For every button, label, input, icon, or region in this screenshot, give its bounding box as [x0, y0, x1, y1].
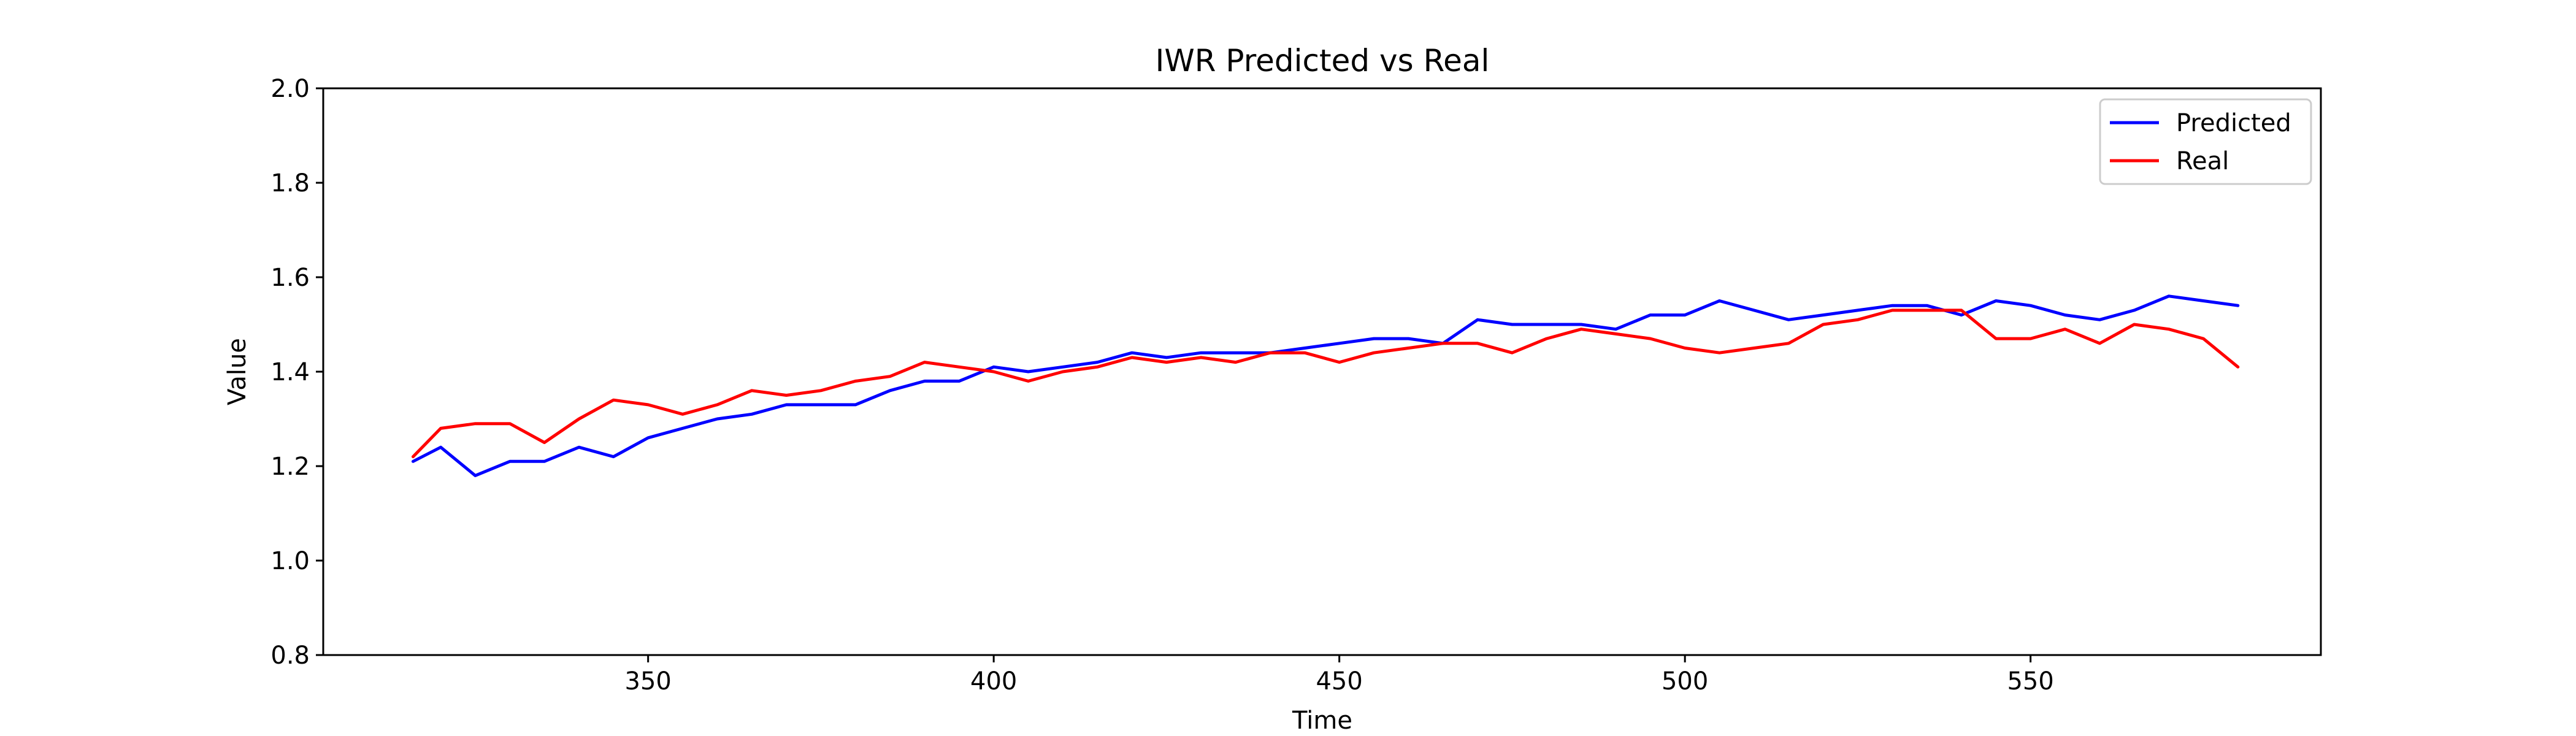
series-line-real	[412, 309, 2240, 459]
series-layer	[412, 294, 2240, 477]
y-axis-ticks: 0.8 1.0 1.2 1.4 1.6 1.8 2.0	[270, 75, 323, 670]
x-tick-label: 500	[1662, 667, 1708, 696]
y-tick-label: 1.4	[270, 358, 310, 386]
x-axis-label: Time	[1292, 707, 1352, 735]
chart-title: IWR Predicted vs Real	[1156, 43, 1490, 79]
x-tick-label: 400	[970, 667, 1017, 696]
x-axis-ticks: 350 400 450 500 550	[625, 655, 2054, 696]
legend-box	[2099, 98, 2312, 185]
x-tick-label: 450	[1316, 667, 1362, 696]
x-tick-label: 350	[625, 667, 672, 696]
y-tick-label: 1.2	[270, 453, 310, 481]
x-tick-label: 550	[2007, 667, 2053, 696]
y-axis-label: Value	[223, 338, 251, 405]
y-tick-label: 1.0	[270, 547, 310, 575]
legend-label-predicted: Predicted	[2176, 109, 2291, 137]
y-tick-label: 0.8	[270, 642, 310, 670]
legend-label-real: Real	[2176, 147, 2229, 175]
y-tick-label: 1.8	[270, 169, 310, 197]
y-tick-label: 1.6	[270, 264, 310, 292]
plot-frame	[322, 87, 2322, 656]
legend: Predicted Real	[2099, 98, 2312, 185]
series-line-predicted	[412, 294, 2240, 477]
y-tick-label: 2.0	[270, 75, 310, 103]
